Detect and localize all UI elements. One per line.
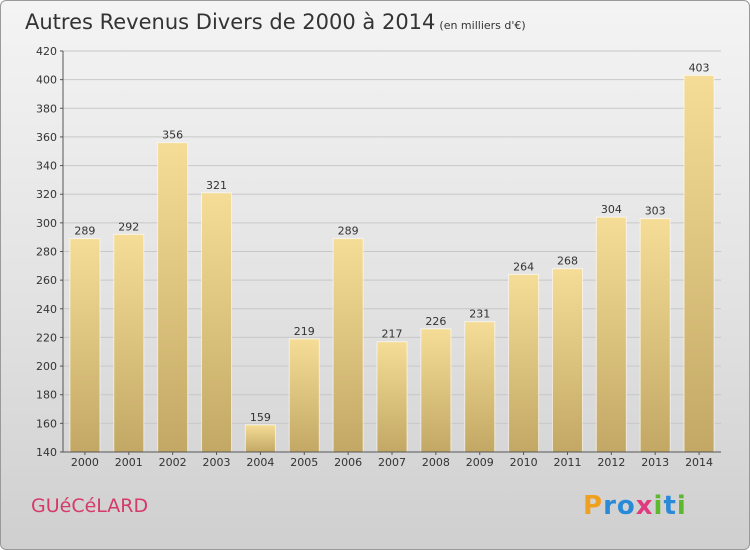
x-tick-label-2012: 2012 xyxy=(597,456,625,469)
y-tick-label: 180 xyxy=(36,389,57,402)
logo-letter: i xyxy=(653,491,664,521)
logo-letter: t xyxy=(663,491,677,521)
y-tick-label: 240 xyxy=(36,303,57,316)
y-tick-label: 160 xyxy=(36,417,57,430)
data-label-2003: 321 xyxy=(206,179,227,192)
bar-2012 xyxy=(595,216,627,453)
data-label-2008: 226 xyxy=(425,315,446,328)
x-tick-label-2007: 2007 xyxy=(378,456,406,469)
x-tick-label-2002: 2002 xyxy=(159,456,187,469)
y-tick-label: 220 xyxy=(36,331,57,344)
logo-letter: r xyxy=(603,491,617,521)
data-label-2007: 217 xyxy=(382,328,403,341)
bar-2001 xyxy=(113,233,145,453)
x-tick-label-2008: 2008 xyxy=(422,456,450,469)
y-tick-label: 380 xyxy=(36,102,57,115)
data-label-2004: 159 xyxy=(250,411,271,424)
y-tick-label: 260 xyxy=(36,274,57,287)
y-tick-label: 140 xyxy=(36,446,57,459)
proxiti-logo: Proxiti xyxy=(583,491,687,521)
bar-2003 xyxy=(201,192,233,453)
y-tick-label: 280 xyxy=(36,246,57,259)
data-label-2000: 289 xyxy=(74,225,95,238)
y-tick-label: 300 xyxy=(36,217,57,230)
logo-letter: i xyxy=(676,491,687,521)
bar-2010 xyxy=(508,273,540,453)
bar-2014 xyxy=(683,74,715,453)
y-tick-label: 400 xyxy=(36,74,57,87)
data-label-2009: 231 xyxy=(469,308,490,321)
x-tick-label-2010: 2010 xyxy=(510,456,538,469)
x-tick-label-2003: 2003 xyxy=(203,456,231,469)
bar-2005 xyxy=(288,338,320,453)
chart-title-text: Autres Revenus Divers de 2000 à 2014 xyxy=(25,10,436,34)
chart-subtitle: (en milliers d'€) xyxy=(439,19,526,32)
y-tick-label: 420 xyxy=(36,45,57,58)
data-label-2014: 403 xyxy=(689,61,710,74)
x-tick-label-2014: 2014 xyxy=(685,456,713,469)
x-tick-label-2013: 2013 xyxy=(641,456,669,469)
x-tick-label-2011: 2011 xyxy=(553,456,581,469)
data-label-2002: 356 xyxy=(162,129,183,142)
logo-letter: x xyxy=(635,491,654,521)
bar-2007 xyxy=(376,341,408,453)
axes: 140 160 180 200 220 240 260 280 300 320 340 360 380 4… xyxy=(36,45,721,469)
bar-2002 xyxy=(157,142,189,453)
data-label-2012: 304 xyxy=(601,203,622,216)
data-label-2001: 292 xyxy=(118,220,139,233)
bars: 289 292 356 321 159 219 289 217 226 231 264 268 304 3… xyxy=(69,61,715,453)
bar-2004 xyxy=(244,424,276,453)
bar-2008 xyxy=(420,328,452,453)
bar-2000 xyxy=(69,238,101,453)
x-tick-label-2009: 2009 xyxy=(466,456,494,469)
y-tick-label: 200 xyxy=(36,360,57,373)
bar-2013 xyxy=(639,218,671,453)
x-tick-label-2004: 2004 xyxy=(246,456,274,469)
logo-letter: o xyxy=(616,491,636,521)
x-tick-label-2001: 2001 xyxy=(115,456,143,469)
y-tick-label: 340 xyxy=(36,160,57,173)
data-label-2010: 264 xyxy=(513,260,534,273)
x-tick-label-2000: 2000 xyxy=(71,456,99,469)
logo-letter: P xyxy=(583,491,604,521)
x-tick-label-2005: 2005 xyxy=(290,456,318,469)
x-tick-label-2006: 2006 xyxy=(334,456,362,469)
y-tick-label: 320 xyxy=(36,188,57,201)
y-tick-label: 360 xyxy=(36,131,57,144)
bar-2006 xyxy=(332,238,364,453)
data-label-2005: 219 xyxy=(294,325,315,338)
bar-2011 xyxy=(551,268,583,453)
bar-2009 xyxy=(464,321,496,453)
data-label-2011: 268 xyxy=(557,255,578,268)
data-label-2013: 303 xyxy=(645,205,666,218)
commune-name: GUéCéLARD xyxy=(31,495,149,517)
chart-title: Autres Revenus Divers de 2000 à 2014 (en … xyxy=(25,10,526,34)
data-label-2006: 289 xyxy=(338,225,359,238)
